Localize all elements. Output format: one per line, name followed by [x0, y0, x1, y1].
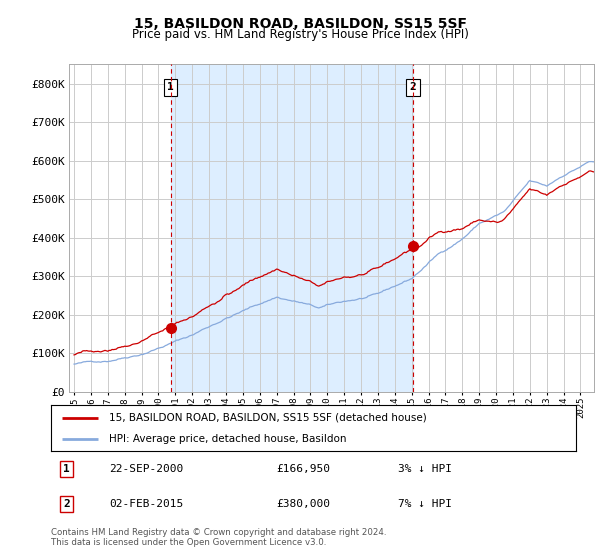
- Text: 7% ↓ HPI: 7% ↓ HPI: [398, 499, 452, 509]
- Text: 3% ↓ HPI: 3% ↓ HPI: [398, 464, 452, 474]
- Text: £166,950: £166,950: [277, 464, 331, 474]
- Text: Contains HM Land Registry data © Crown copyright and database right 2024.
This d: Contains HM Land Registry data © Crown c…: [51, 528, 386, 547]
- Text: £380,000: £380,000: [277, 499, 331, 509]
- Text: 1: 1: [167, 82, 174, 92]
- Text: 02-FEB-2015: 02-FEB-2015: [109, 499, 183, 509]
- Text: 22-SEP-2000: 22-SEP-2000: [109, 464, 183, 474]
- Text: HPI: Average price, detached house, Basildon: HPI: Average price, detached house, Basi…: [109, 435, 346, 444]
- Text: Price paid vs. HM Land Registry's House Price Index (HPI): Price paid vs. HM Land Registry's House …: [131, 28, 469, 41]
- Text: 2: 2: [410, 82, 416, 92]
- Text: 15, BASILDON ROAD, BASILDON, SS15 5SF: 15, BASILDON ROAD, BASILDON, SS15 5SF: [133, 17, 467, 31]
- Text: 15, BASILDON ROAD, BASILDON, SS15 5SF (detached house): 15, BASILDON ROAD, BASILDON, SS15 5SF (d…: [109, 413, 427, 423]
- Text: 1: 1: [64, 464, 70, 474]
- Bar: [170, 64, 413, 392]
- Text: 2: 2: [64, 499, 70, 509]
